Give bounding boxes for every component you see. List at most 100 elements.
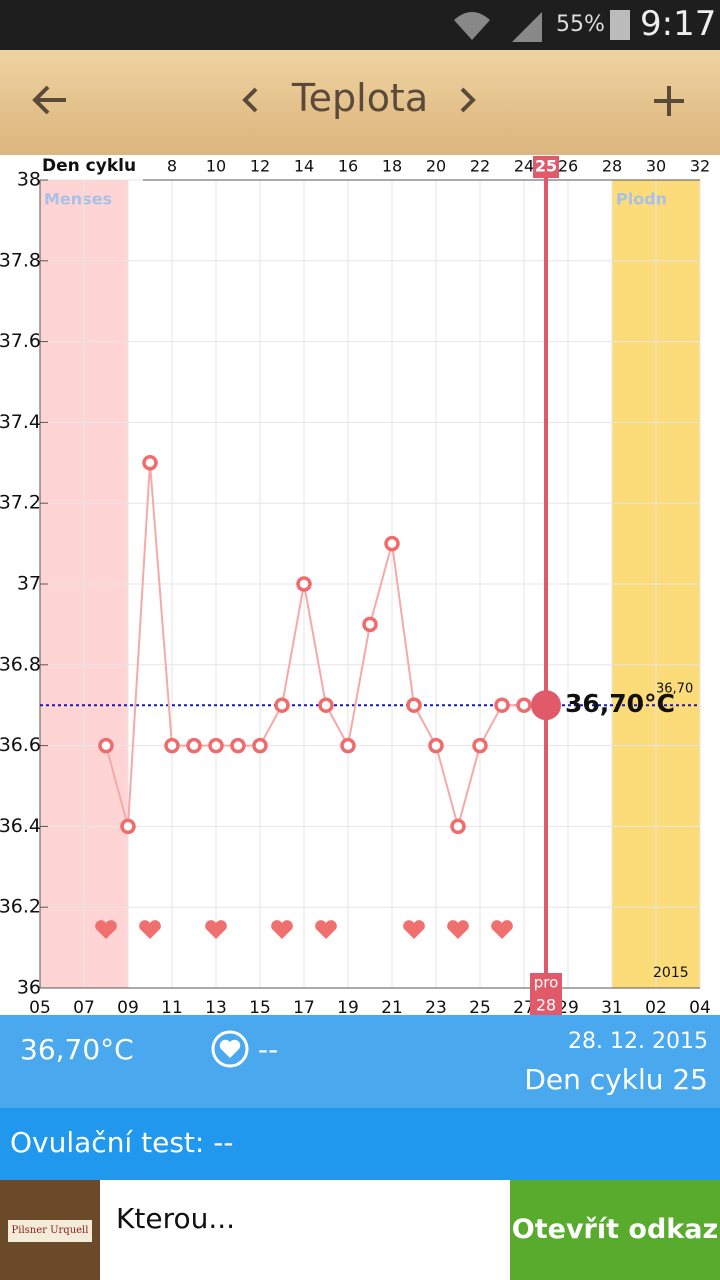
heart (95, 920, 117, 939)
selected-day: 25 (535, 157, 557, 176)
selected-day-box (533, 156, 559, 178)
y-tick-label: 37.6 (0, 330, 41, 352)
ad-text: Kterou... (116, 1202, 236, 1235)
y-tick-label: 37 (17, 573, 41, 595)
x-tick-label: 18 (382, 157, 402, 176)
battery-percent: 55% (556, 12, 605, 37)
ad-button[interactable]: Otevřít odkaz (510, 1180, 720, 1280)
x-tick-label: 22 (470, 157, 490, 176)
heart (491, 920, 513, 939)
x-tick-label: 16 (338, 157, 358, 176)
clock: 9:17 (640, 4, 717, 44)
x-title: Den cyklu (42, 156, 136, 176)
summary-panel: 36,70°C -- 28. 12. 2015 Den cyklu 25 (0, 1015, 720, 1108)
x-tick-label: 10 (206, 157, 226, 176)
point (384, 535, 400, 552)
point (450, 818, 466, 835)
current-point (531, 690, 561, 721)
x-tick-label: 32 (690, 157, 710, 176)
toolbar: Teplota (0, 50, 720, 155)
status-bar: 55% 9:17 (0, 0, 720, 50)
y-tick-label: 37.8 (0, 249, 41, 271)
ovulation-test: Ovulační test: -- (10, 1126, 234, 1159)
status-icons (454, 12, 542, 42)
date-tick-label: 31 (601, 998, 623, 1015)
year: 2015 (653, 965, 689, 981)
x-tick-label: 26 (558, 157, 578, 176)
band-label: Plodn (616, 190, 667, 209)
point (296, 576, 312, 592)
selected-date-box (530, 973, 562, 1015)
heart (205, 920, 227, 939)
date-tick-label: 25 (469, 998, 491, 1015)
point (164, 737, 180, 754)
screen-title: Teplota (291, 76, 429, 120)
ad-logo-bg: Pilsner Urquell (0, 1180, 100, 1280)
date-tick-label: 05 (29, 998, 51, 1015)
date-tick-label: 27 (513, 998, 535, 1015)
ad-banner[interactable]: Pilsner Urquell Kterou... Otevřít odkaz (0, 1180, 720, 1280)
prev-button[interactable] (240, 86, 260, 114)
point (318, 697, 334, 713)
date-tick-label: 07 (73, 998, 95, 1015)
x-tick-label: 12 (250, 157, 270, 176)
y-tick-label: 36.8 (0, 653, 41, 675)
point (230, 737, 246, 754)
band-label: Menses (44, 190, 112, 209)
x-tick-label: 20 (426, 157, 446, 176)
temperature-value: 36,70°C (20, 1033, 134, 1066)
ovulation-panel: Ovulační test: -- (0, 1108, 720, 1180)
point (186, 737, 202, 754)
date-tick-label: 21 (381, 998, 403, 1015)
point (472, 737, 488, 754)
heart (447, 920, 469, 939)
date-tick-label: 17 (293, 998, 315, 1015)
add-button[interactable] (652, 84, 686, 118)
point (274, 697, 290, 713)
date-tick-label: 13 (205, 998, 227, 1015)
heart-icon (211, 1030, 249, 1068)
heart (315, 920, 337, 939)
point (494, 697, 510, 713)
point (428, 737, 444, 754)
heart (271, 920, 293, 939)
date-tick-label: 11 (161, 998, 183, 1015)
y-tick-label: 37.2 (0, 492, 41, 514)
point (362, 616, 378, 633)
selected-month: pro (534, 974, 559, 992)
x-tick-label: 14 (294, 157, 314, 176)
cycle-day: Den cyklu 25 (524, 1063, 708, 1096)
battery-icon (610, 10, 630, 40)
date: 28. 12. 2015 (568, 1029, 708, 1054)
date-tick-label: 15 (249, 998, 271, 1015)
point (98, 737, 114, 754)
selected-date: 28 (536, 996, 556, 1015)
back-button[interactable] (30, 82, 70, 118)
y-tick-label: 36.6 (0, 734, 41, 756)
y-tick-label: 36.2 (0, 896, 41, 918)
temperature-chart: Menses Plodn 36 36.2 36.4 36.6 36.8 37 37.2 37.4 3… (0, 156, 711, 1015)
y-tick-label: 38 (17, 169, 41, 191)
next-button[interactable] (458, 86, 478, 114)
point (120, 818, 136, 835)
y-tick-label: 36.4 (0, 815, 41, 837)
point (208, 737, 224, 754)
heart (139, 920, 161, 939)
y-tick-label: 36 (17, 977, 41, 999)
intercourse-value: -- (258, 1033, 279, 1066)
point (252, 737, 268, 754)
x-tick-label: 8 (167, 157, 177, 176)
date-tick-label: 02 (645, 998, 667, 1015)
date-tick-label: 09 (117, 998, 139, 1015)
date-tick-label: 19 (337, 998, 359, 1015)
date-tick-label: 29 (557, 998, 579, 1015)
heart (403, 920, 425, 939)
x-tick-label: 28 (602, 157, 622, 176)
point (406, 697, 422, 713)
point (142, 455, 158, 471)
x-tick-label: 24 (514, 157, 534, 176)
current-label: 36,70°C (565, 689, 675, 718)
x-tick-label: 30 (646, 157, 666, 176)
date-tick-label: 04 (689, 998, 711, 1015)
